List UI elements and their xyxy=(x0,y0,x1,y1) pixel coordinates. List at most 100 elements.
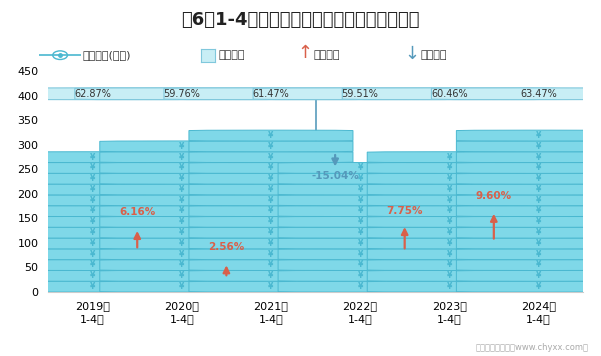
FancyBboxPatch shape xyxy=(11,206,175,216)
FancyBboxPatch shape xyxy=(367,152,531,163)
FancyBboxPatch shape xyxy=(456,216,601,227)
FancyBboxPatch shape xyxy=(278,227,442,238)
FancyBboxPatch shape xyxy=(11,260,175,271)
FancyBboxPatch shape xyxy=(100,173,264,184)
FancyBboxPatch shape xyxy=(432,88,601,100)
FancyBboxPatch shape xyxy=(11,173,175,184)
FancyBboxPatch shape xyxy=(11,281,175,292)
FancyBboxPatch shape xyxy=(367,271,531,281)
Ellipse shape xyxy=(53,51,67,59)
Text: 7.75%: 7.75% xyxy=(386,206,423,216)
FancyBboxPatch shape xyxy=(343,88,556,100)
FancyBboxPatch shape xyxy=(189,249,353,260)
Text: ¥: ¥ xyxy=(268,163,273,172)
Text: 制图：智研咨询（www.chyxx.com）: 制图：智研咨询（www.chyxx.com） xyxy=(476,344,589,352)
Text: ¥: ¥ xyxy=(268,196,273,205)
Text: ¥: ¥ xyxy=(90,228,96,237)
Text: ¥: ¥ xyxy=(447,174,452,183)
FancyBboxPatch shape xyxy=(367,227,531,238)
Text: ¥: ¥ xyxy=(179,163,185,172)
Text: 同比减少: 同比减少 xyxy=(421,50,447,60)
Text: 61.47%: 61.47% xyxy=(252,89,289,99)
FancyBboxPatch shape xyxy=(456,271,601,281)
FancyBboxPatch shape xyxy=(367,238,531,249)
Text: ¥: ¥ xyxy=(358,217,363,226)
FancyBboxPatch shape xyxy=(456,227,601,238)
FancyBboxPatch shape xyxy=(189,173,353,184)
Text: ¥: ¥ xyxy=(90,217,96,226)
Text: ¥: ¥ xyxy=(535,206,541,215)
Text: ¥: ¥ xyxy=(179,282,185,291)
Text: ¥: ¥ xyxy=(535,142,541,151)
FancyBboxPatch shape xyxy=(367,206,531,216)
Text: ¥: ¥ xyxy=(179,217,185,226)
Text: ¥: ¥ xyxy=(535,163,541,172)
Text: ¥: ¥ xyxy=(535,196,541,205)
FancyBboxPatch shape xyxy=(100,216,264,227)
Text: ¥: ¥ xyxy=(447,250,452,259)
FancyBboxPatch shape xyxy=(11,216,175,227)
FancyBboxPatch shape xyxy=(189,260,353,271)
Text: ¥: ¥ xyxy=(90,174,96,183)
Text: ↓: ↓ xyxy=(404,45,419,63)
Text: ¥: ¥ xyxy=(268,261,273,269)
Text: ¥: ¥ xyxy=(90,185,96,194)
Text: ¥: ¥ xyxy=(447,196,452,205)
Text: 寿险占比: 寿险占比 xyxy=(219,50,245,60)
FancyBboxPatch shape xyxy=(189,141,353,152)
FancyBboxPatch shape xyxy=(100,184,264,195)
FancyBboxPatch shape xyxy=(367,249,531,260)
Text: ¥: ¥ xyxy=(358,174,363,183)
Text: ¥: ¥ xyxy=(90,239,96,248)
Text: ¥: ¥ xyxy=(358,271,363,280)
FancyBboxPatch shape xyxy=(75,88,288,100)
FancyBboxPatch shape xyxy=(456,206,601,216)
FancyBboxPatch shape xyxy=(278,216,442,227)
FancyBboxPatch shape xyxy=(278,271,442,281)
Text: ¥: ¥ xyxy=(268,152,273,162)
FancyBboxPatch shape xyxy=(189,216,353,227)
FancyBboxPatch shape xyxy=(100,260,264,271)
FancyBboxPatch shape xyxy=(100,163,264,173)
Text: ¥: ¥ xyxy=(447,261,452,269)
FancyBboxPatch shape xyxy=(278,173,442,184)
FancyBboxPatch shape xyxy=(278,184,442,195)
FancyBboxPatch shape xyxy=(456,238,601,249)
FancyBboxPatch shape xyxy=(189,163,353,173)
FancyBboxPatch shape xyxy=(278,281,442,292)
Text: ¥: ¥ xyxy=(90,261,96,269)
FancyBboxPatch shape xyxy=(189,281,353,292)
Text: ¥: ¥ xyxy=(179,174,185,183)
FancyBboxPatch shape xyxy=(367,173,531,184)
Text: ¥: ¥ xyxy=(90,206,96,215)
Text: ¥: ¥ xyxy=(535,131,541,140)
FancyBboxPatch shape xyxy=(189,184,353,195)
Text: ¥: ¥ xyxy=(535,261,541,269)
Text: ¥: ¥ xyxy=(179,239,185,248)
Text: ¥: ¥ xyxy=(268,239,273,248)
Text: 59.51%: 59.51% xyxy=(341,89,379,99)
Text: ¥: ¥ xyxy=(535,174,541,183)
Text: ¥: ¥ xyxy=(268,174,273,183)
Text: ¥: ¥ xyxy=(447,185,452,194)
FancyBboxPatch shape xyxy=(278,163,442,173)
FancyBboxPatch shape xyxy=(456,184,601,195)
FancyBboxPatch shape xyxy=(189,271,353,281)
FancyBboxPatch shape xyxy=(189,195,353,206)
FancyBboxPatch shape xyxy=(367,195,531,206)
Text: ¥: ¥ xyxy=(358,250,363,259)
Text: ¥: ¥ xyxy=(535,152,541,162)
Text: ¥: ¥ xyxy=(90,196,96,205)
FancyBboxPatch shape xyxy=(278,238,442,249)
FancyBboxPatch shape xyxy=(278,249,442,260)
Text: ¥: ¥ xyxy=(179,142,185,151)
FancyBboxPatch shape xyxy=(100,152,264,163)
FancyBboxPatch shape xyxy=(11,271,175,281)
FancyBboxPatch shape xyxy=(253,88,467,100)
FancyBboxPatch shape xyxy=(11,163,175,173)
Text: ¥: ¥ xyxy=(358,185,363,194)
Text: ¥: ¥ xyxy=(535,228,541,237)
Text: ¥: ¥ xyxy=(179,152,185,162)
Text: ¥: ¥ xyxy=(179,196,185,205)
FancyBboxPatch shape xyxy=(367,281,531,292)
